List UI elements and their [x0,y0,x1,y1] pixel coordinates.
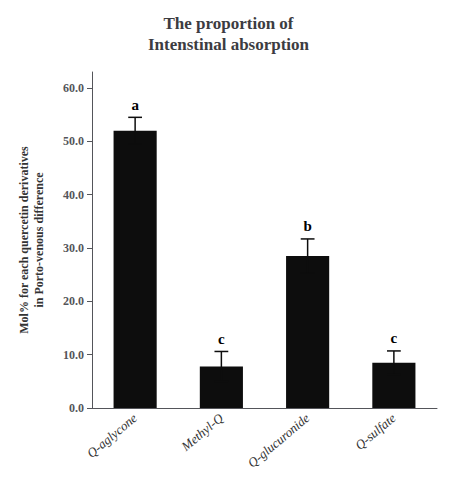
svg-text:50.0: 50.0 [63,134,84,148]
svg-text:40.0: 40.0 [63,188,84,202]
svg-text:30.0: 30.0 [63,241,84,255]
svg-text:c: c [218,331,225,347]
svg-text:Q-sulfate: Q-sulfate [352,410,399,453]
svg-text:a: a [131,97,139,113]
svg-text:c: c [391,330,398,346]
svg-text:60.0: 60.0 [63,81,84,95]
svg-text:Methyl-Q: Methyl-Q [178,410,227,455]
svg-text:The proportion of: The proportion of [163,14,293,33]
svg-text:Mol% for each quercetin deriva: Mol% for each quercetin derivatives [17,146,31,334]
svg-text:in Porto-venous difference: in Porto-venous difference [32,172,46,308]
svg-text:Q-aglycone: Q-aglycone [84,410,140,461]
svg-text:Q-glucuronide: Q-glucuronide [245,410,313,471]
svg-text:20.0: 20.0 [63,294,84,308]
svg-text:10.0: 10.0 [63,348,84,362]
svg-text:0.0: 0.0 [69,401,84,415]
svg-text:b: b [303,218,311,234]
svg-text:Intenstinal absorption: Intenstinal absorption [148,35,310,54]
